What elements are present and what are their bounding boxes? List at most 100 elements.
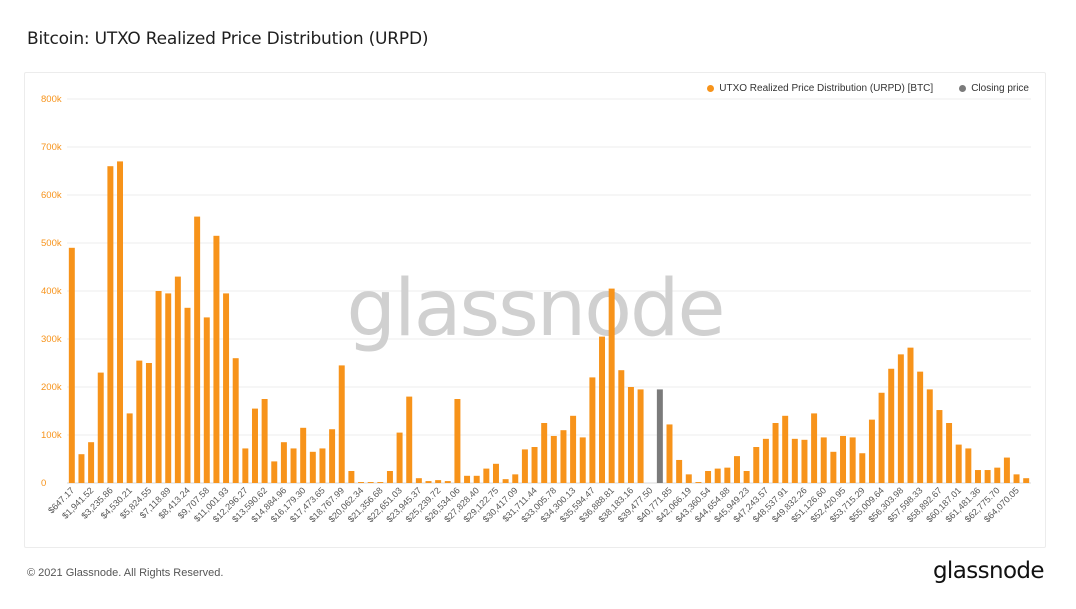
glassnode-logo[interactable]: glassnode (932, 558, 1045, 584)
urpd-bar[interactable] (521, 449, 528, 483)
urpd-bar[interactable] (78, 454, 85, 483)
urpd-bar[interactable] (994, 467, 1001, 483)
urpd-bar[interactable] (782, 415, 789, 483)
urpd-bar[interactable] (1023, 478, 1030, 483)
urpd-bar[interactable] (271, 461, 278, 483)
urpd-bar[interactable] (386, 471, 393, 483)
urpd-bar[interactable] (348, 471, 355, 483)
urpd-bar[interactable] (936, 410, 943, 483)
urpd-bar[interactable] (232, 358, 239, 483)
urpd-bar[interactable] (897, 354, 904, 483)
urpd-bar[interactable] (88, 442, 95, 483)
urpd-bar[interactable] (223, 293, 230, 483)
urpd-bar[interactable] (550, 435, 557, 483)
urpd-bar[interactable] (68, 247, 75, 483)
urpd-bar[interactable] (300, 427, 307, 483)
urpd-bar[interactable] (242, 448, 249, 483)
urpd-bar[interactable] (136, 360, 143, 483)
urpd-bar[interactable] (955, 444, 962, 483)
urpd-bar[interactable] (618, 370, 625, 483)
urpd-bar[interactable] (290, 448, 297, 483)
urpd-bar[interactable] (280, 442, 287, 483)
legend-item-urpd[interactable]: UTXO Realized Price Distribution (URPD) … (707, 83, 933, 94)
legend-item-closing-price[interactable]: Closing price (959, 83, 1029, 94)
urpd-bar[interactable] (570, 415, 577, 483)
urpd-bar[interactable] (319, 448, 326, 483)
urpd-bar[interactable] (203, 317, 210, 483)
urpd-bar[interactable] (97, 372, 104, 483)
urpd-bar[interactable] (666, 424, 673, 483)
urpd-bar[interactable] (868, 419, 875, 483)
urpd-bar[interactable] (859, 453, 866, 483)
urpd-bar[interactable] (926, 389, 933, 483)
urpd-bar[interactable] (464, 475, 471, 483)
urpd-bar[interactable] (705, 471, 712, 483)
urpd-bar[interactable] (126, 413, 133, 483)
urpd-bar[interactable] (984, 470, 991, 483)
urpd-bar[interactable] (396, 432, 403, 483)
urpd-bar[interactable] (473, 475, 480, 483)
urpd-bar[interactable] (338, 365, 345, 483)
urpd-bar[interactable] (637, 389, 644, 483)
urpd-bar[interactable] (117, 161, 124, 483)
urpd-bar[interactable] (1003, 457, 1010, 483)
urpd-bar[interactable] (965, 448, 972, 483)
urpd-bar[interactable] (946, 423, 953, 483)
urpd-bar[interactable] (974, 470, 981, 483)
urpd-bar[interactable] (406, 396, 413, 483)
urpd-bar[interactable] (830, 451, 837, 483)
urpd-bar[interactable] (213, 235, 220, 483)
urpd-bar[interactable] (762, 438, 769, 483)
urpd-bar[interactable] (724, 467, 731, 483)
urpd-bar[interactable] (329, 429, 336, 483)
urpd-bar[interactable] (695, 482, 702, 483)
urpd-bar[interactable] (261, 399, 268, 483)
urpd-bar[interactable] (733, 456, 740, 483)
urpd-bar[interactable] (358, 482, 365, 483)
urpd-bar[interactable] (377, 482, 384, 483)
urpd-bar[interactable] (599, 336, 606, 483)
urpd-bar[interactable] (502, 479, 509, 483)
urpd-bar[interactable] (483, 468, 490, 483)
urpd-bar[interactable] (174, 276, 181, 483)
urpd-bar[interactable] (608, 288, 615, 483)
urpd-bar[interactable] (145, 363, 152, 483)
urpd-bar[interactable] (907, 347, 914, 483)
urpd-bar[interactable] (165, 293, 172, 483)
urpd-bar[interactable] (840, 435, 847, 483)
urpd-bar[interactable] (772, 423, 779, 483)
urpd-bar[interactable] (415, 478, 422, 483)
urpd-bar[interactable] (531, 447, 538, 483)
urpd-bar[interactable] (579, 437, 586, 483)
urpd-bar[interactable] (444, 481, 451, 483)
urpd-bar[interactable] (849, 437, 856, 483)
urpd-bar[interactable] (512, 474, 519, 483)
urpd-bar[interactable] (1013, 474, 1020, 483)
urpd-bar[interactable] (541, 423, 548, 483)
urpd-bar[interactable] (184, 307, 191, 483)
urpd-bar[interactable] (627, 387, 634, 483)
urpd-bar[interactable] (685, 474, 692, 483)
urpd-bar[interactable] (107, 166, 114, 483)
urpd-bar[interactable] (194, 216, 201, 483)
urpd-bar[interactable] (155, 291, 162, 483)
urpd-bar[interactable] (791, 438, 798, 483)
urpd-bar[interactable] (589, 377, 596, 483)
urpd-bar[interactable] (435, 480, 442, 483)
urpd-bar[interactable] (560, 430, 567, 483)
urpd-bar[interactable] (801, 439, 808, 483)
urpd-bar[interactable] (753, 447, 760, 483)
urpd-bar[interactable] (425, 481, 432, 483)
urpd-bar[interactable] (367, 482, 374, 483)
urpd-bar[interactable] (676, 459, 683, 483)
urpd-bar[interactable] (811, 413, 818, 483)
urpd-bar[interactable] (714, 468, 721, 483)
urpd-bar[interactable] (492, 463, 499, 483)
urpd-bar[interactable] (888, 368, 895, 483)
urpd-bar[interactable] (309, 451, 316, 483)
urpd-bar[interactable] (878, 392, 885, 483)
closing-price-bar[interactable] (656, 389, 663, 483)
urpd-bar[interactable] (917, 371, 924, 483)
urpd-bar[interactable] (454, 399, 461, 483)
urpd-bar[interactable] (251, 408, 258, 483)
